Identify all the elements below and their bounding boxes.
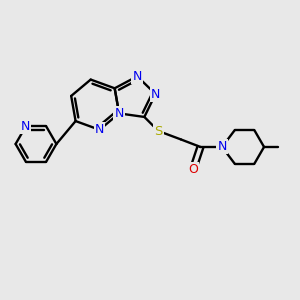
Text: N: N — [114, 107, 124, 120]
Text: N: N — [218, 140, 227, 153]
Text: O: O — [188, 163, 198, 176]
Text: N: N — [95, 123, 104, 136]
Text: N: N — [151, 88, 160, 100]
Text: N: N — [21, 120, 31, 133]
Text: N: N — [133, 70, 142, 83]
Text: S: S — [154, 124, 163, 137]
